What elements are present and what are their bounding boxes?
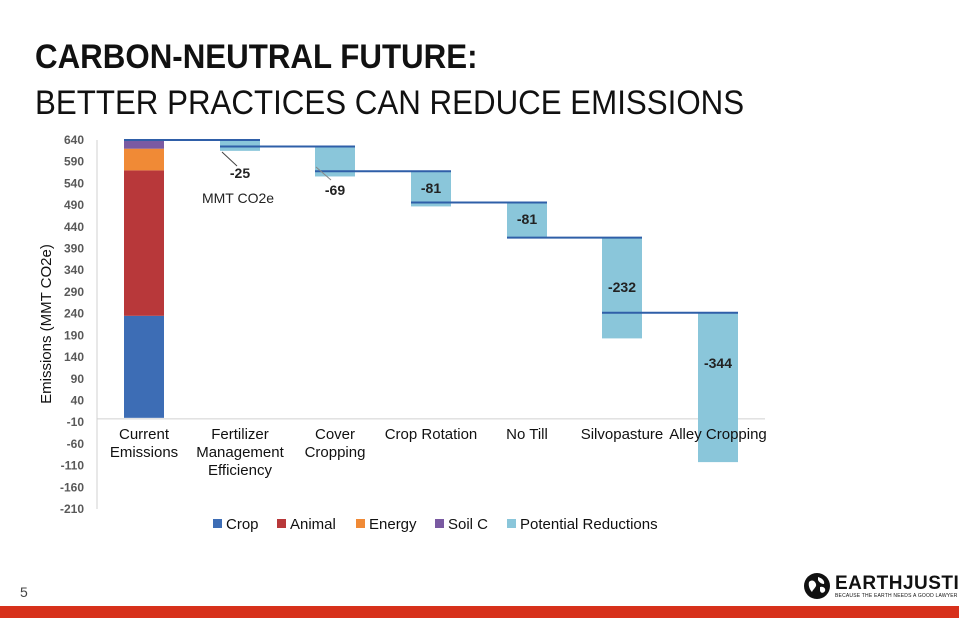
legend-label: Soil C <box>448 516 488 533</box>
unit-annotation: MMT CO2e <box>202 190 274 206</box>
data-label: -344 <box>704 355 732 371</box>
annotation-leader-line <box>221 151 238 167</box>
earthjustice-logo: EARTHJUSTICE BECAUSE THE EARTH NEEDS A G… <box>803 572 959 602</box>
waterfall-chart: 640 590 540 490 440 390 340 290 240 190 140 90 40 -10… <box>38 133 767 533</box>
bar-reduction <box>507 202 547 238</box>
legend-label: Crop <box>226 516 259 533</box>
slide-title-line2: BETTER PRACTICES CAN REDUCE EMISSIONS <box>35 84 745 122</box>
data-label: -232 <box>608 279 636 295</box>
legend-swatch <box>356 519 365 528</box>
x-category-label: Current <box>119 426 170 443</box>
slide-number: 5 <box>20 584 28 600</box>
footer-bar <box>0 606 959 618</box>
slide-title-line1: CARBON-NEUTRAL FUTURE: <box>35 38 478 76</box>
x-category-label: Crop Rotation <box>385 426 478 443</box>
y-tick-label: 540 <box>64 176 84 190</box>
y-tick-label: 190 <box>64 328 84 342</box>
y-tick-label: -210 <box>60 502 84 516</box>
legend-swatch <box>435 519 444 528</box>
y-tick-label: 40 <box>71 393 85 407</box>
logo-tagline: BECAUSE THE EARTH NEEDS A GOOD LAWYER <box>835 593 958 599</box>
y-tick-label: 290 <box>64 285 84 299</box>
legend-swatch <box>277 519 286 528</box>
y-tick-label: 590 <box>64 155 84 169</box>
bar-current-energy <box>124 148 164 171</box>
data-label: -69 <box>325 182 345 198</box>
y-tick-label: 390 <box>64 242 84 256</box>
y-tick-label: -160 <box>60 480 84 494</box>
y-tick-label: 490 <box>64 198 84 212</box>
annotation-leader-line <box>315 166 332 181</box>
legend-label: Animal <box>290 516 336 533</box>
y-tick-label: 140 <box>64 350 84 364</box>
y-tick-label: 440 <box>64 220 84 234</box>
x-category-label: Emissions <box>110 444 178 461</box>
legend-swatch <box>507 519 516 528</box>
x-category-label: No Till <box>506 426 548 443</box>
x-category-label: Management <box>196 444 284 461</box>
y-tick-label: 340 <box>64 263 84 277</box>
bar-current-animal <box>124 170 164 316</box>
y-axis-label: Emissions (MMT CO2e) <box>38 244 55 404</box>
x-category-label: Alley Cropping <box>669 426 767 443</box>
x-category-label: Fertilizer <box>211 426 269 443</box>
y-tick-label: 640 <box>64 133 84 147</box>
legend-label: Potential Reductions <box>520 516 658 533</box>
bar-reduction <box>411 171 451 207</box>
data-label: -81 <box>421 180 441 196</box>
x-category-label: Efficiency <box>208 462 272 479</box>
bar-reduction <box>220 140 260 151</box>
x-category-label: Cropping <box>305 444 366 461</box>
legend-swatch <box>213 519 222 528</box>
y-tick-label: 90 <box>71 372 85 386</box>
logo-wordmark: EARTHJUSTICE <box>835 573 959 594</box>
y-tick-label: 240 <box>64 307 84 321</box>
y-tick-label: -110 <box>61 459 85 473</box>
data-label: -25 <box>230 165 250 181</box>
legend-label: Energy <box>369 516 417 533</box>
x-category-label: Cover <box>315 426 355 443</box>
bar-current-crop <box>124 315 164 418</box>
y-tick-label: -10 <box>67 415 85 429</box>
x-category-label: Silvopasture <box>581 426 664 443</box>
bar-reduction <box>602 237 642 339</box>
data-label: -81 <box>517 211 537 227</box>
y-tick-label: -60 <box>67 437 85 451</box>
globe-scales-icon <box>804 573 830 599</box>
bar-reduction <box>698 312 738 463</box>
bar-current-soil-c <box>124 140 164 149</box>
